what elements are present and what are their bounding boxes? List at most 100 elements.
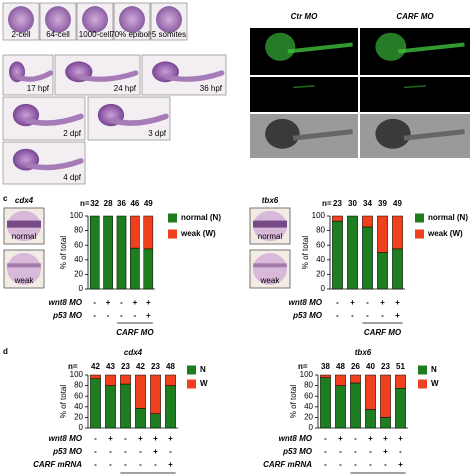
column-header: CARF MO — [396, 12, 434, 21]
legend-swatch — [415, 213, 424, 223]
condition-value: - — [381, 311, 384, 320]
fluor-tail — [293, 85, 315, 89]
y-tick-label: 100 — [70, 370, 84, 379]
y-tick-label: 20 — [316, 270, 325, 279]
inset-stripe — [253, 220, 287, 228]
legend-label: W — [431, 379, 439, 388]
inset-stripe — [7, 263, 41, 268]
y-axis-label: % of total — [59, 236, 68, 270]
y-axis-label: % of total — [59, 385, 68, 419]
condition-value: - — [93, 298, 96, 307]
legend-swatch — [168, 229, 177, 239]
embryo-tail — [77, 70, 139, 82]
embryo — [45, 6, 71, 33]
condition-value: - — [134, 311, 137, 320]
bar-segment — [130, 247, 140, 290]
condition-label: p53 MO — [52, 311, 83, 320]
legend-label: N — [200, 365, 206, 374]
condition-value: + — [108, 434, 113, 443]
y-tick-label: 40 — [316, 255, 325, 264]
bar-segment — [365, 374, 376, 410]
condition-value: + — [168, 460, 173, 469]
condition-value: + — [395, 311, 400, 320]
condition-value: + — [153, 447, 158, 456]
stage-label: 70% epiboly — [110, 30, 154, 39]
condition-value: - — [139, 447, 142, 456]
condition-value: - — [339, 460, 342, 469]
condition-value: - — [339, 447, 342, 456]
bar-segment — [380, 374, 391, 418]
y-tick-label: 0 — [321, 284, 326, 293]
bar-segment — [130, 215, 140, 249]
condition-value: + — [350, 298, 355, 307]
n-value: 26 — [351, 362, 360, 371]
condition-value: - — [366, 311, 369, 320]
bar-segment — [380, 417, 391, 429]
stage-label: 32 hpf — [444, 63, 467, 72]
bar-segment — [377, 215, 388, 253]
condition-value: + — [138, 434, 143, 443]
condition-value: - — [120, 311, 123, 320]
bracket-label: CARF MO — [116, 328, 154, 337]
bar-segment — [350, 382, 361, 429]
inset-embryo — [7, 253, 41, 285]
stage-label: 4 dpf — [63, 173, 82, 182]
condition-value: - — [354, 434, 357, 443]
condition-value: - — [124, 447, 127, 456]
n-value: 40 — [366, 362, 375, 371]
condition-value: - — [324, 460, 327, 469]
fluor-tail — [287, 42, 353, 54]
embryo-tail — [15, 70, 54, 82]
bar-segment — [395, 388, 406, 429]
y-axis-label: % of total — [289, 385, 298, 419]
y-tick-label: 80 — [316, 226, 325, 235]
embryo — [119, 6, 145, 33]
legend-label: normal (N) — [428, 213, 468, 222]
bar-segment — [135, 374, 146, 409]
fluor-embryo — [265, 32, 296, 61]
n-value: 39 — [378, 199, 387, 208]
condition-value: - — [169, 447, 172, 456]
bf-embryo — [265, 118, 300, 149]
legend-label: weak (W) — [180, 229, 216, 238]
bar-segment — [320, 377, 331, 429]
chart-title: cdx4 — [124, 348, 143, 357]
stage-label: 1000-cell — [79, 30, 112, 39]
condition-value: + — [146, 311, 151, 320]
condition-label: wnt8 MO — [49, 434, 83, 443]
bar-segment — [150, 374, 161, 414]
inset-label: normal — [12, 232, 37, 241]
bar-segment — [335, 374, 346, 386]
stage-label: 3 dpf — [148, 129, 167, 138]
n-value: 48 — [336, 362, 345, 371]
condition-value: + — [383, 434, 388, 443]
condition-value: + — [133, 298, 138, 307]
column-header: Ctr MO — [291, 12, 318, 21]
n-value: 38 — [321, 362, 330, 371]
n-label: n= — [298, 362, 308, 371]
y-tick-label: 60 — [304, 391, 313, 400]
y-tick-label: 100 — [300, 370, 314, 379]
bar-segment — [120, 374, 131, 385]
y-tick-label: 0 — [309, 423, 314, 432]
stage-label: 32 hpf — [332, 63, 355, 72]
condition-label: wnt8 MO — [279, 434, 313, 443]
bar-segment — [350, 374, 361, 384]
n-value: 23 — [151, 362, 160, 371]
y-tick-label: 0 — [79, 423, 84, 432]
bar-segment — [320, 374, 331, 378]
chart-title: tbx6 — [355, 348, 372, 357]
n-label: n= — [80, 199, 90, 208]
y-tick-label: 40 — [304, 402, 313, 411]
inset-gene: cdx4 — [15, 196, 34, 205]
fluor-photo — [360, 77, 470, 112]
stage-label: 36 hpf — [200, 84, 223, 93]
bf-embryo — [375, 118, 411, 149]
n-value: 23 — [381, 362, 390, 371]
condition-value: - — [324, 434, 327, 443]
n-value: 32 — [90, 199, 99, 208]
condition-value: - — [366, 298, 369, 307]
embryo-tail — [24, 113, 84, 126]
condition-value: + — [368, 434, 373, 443]
